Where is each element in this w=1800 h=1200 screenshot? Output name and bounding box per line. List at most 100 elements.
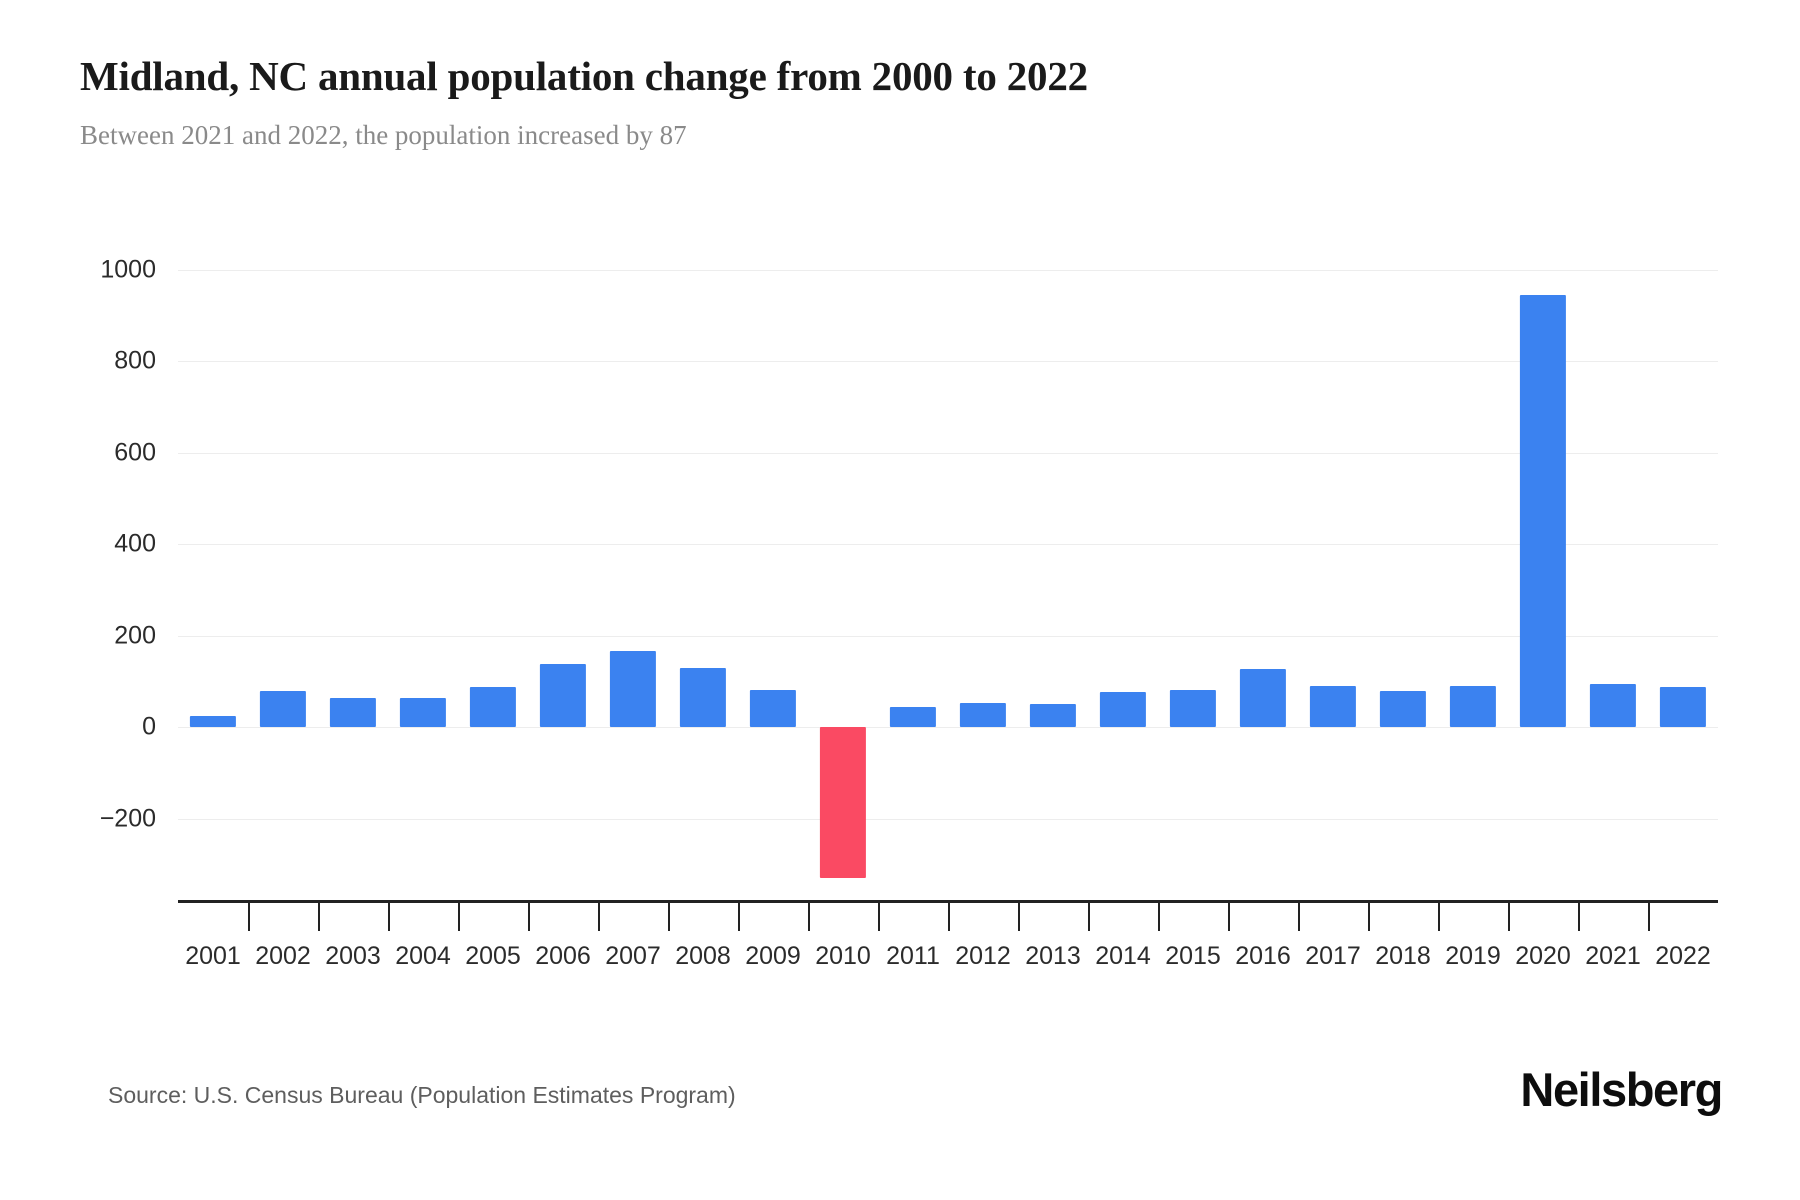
bar-slot xyxy=(598,270,668,910)
x-axis-tick-label: 2005 xyxy=(465,942,521,970)
bar-slot xyxy=(878,270,948,910)
bar[interactable] xyxy=(1379,691,1427,728)
gridline xyxy=(178,635,1718,637)
x-axis-tick xyxy=(668,903,670,931)
bar-slot xyxy=(668,270,738,910)
bar-slot xyxy=(1158,270,1228,910)
bar[interactable] xyxy=(1519,294,1567,728)
gridline xyxy=(178,727,1718,729)
bar[interactable] xyxy=(819,727,867,878)
bar[interactable] xyxy=(539,663,587,728)
x-axis-tick xyxy=(528,903,530,931)
bar[interactable] xyxy=(749,690,797,728)
bar-slot xyxy=(1228,270,1298,910)
x-axis-tick-label: 2018 xyxy=(1375,942,1431,970)
bar[interactable] xyxy=(1309,685,1357,728)
bar-series xyxy=(178,270,1718,910)
gridline xyxy=(178,544,1718,546)
x-axis-tick xyxy=(1368,903,1370,931)
x-axis-tick-label: 2008 xyxy=(675,942,731,970)
x-axis-tick-label: 2002 xyxy=(255,942,311,970)
x-axis-tick xyxy=(458,903,460,931)
x-axis-line xyxy=(178,900,1718,903)
bar[interactable] xyxy=(889,707,937,728)
x-axis-tick xyxy=(318,903,320,931)
bar-slot xyxy=(458,270,528,910)
x-axis-tick-label: 2020 xyxy=(1515,942,1571,970)
x-axis-tick-label: 2022 xyxy=(1655,942,1711,970)
y-axis-tick-label: 600 xyxy=(114,438,156,467)
x-axis-tick xyxy=(1438,903,1440,931)
bar[interactable] xyxy=(1449,685,1497,728)
bar-slot xyxy=(1298,270,1368,910)
x-axis-tick-label: 2006 xyxy=(535,942,591,970)
gridline xyxy=(178,361,1718,363)
bar-slot xyxy=(388,270,458,910)
bar[interactable] xyxy=(329,698,377,728)
bar-slot xyxy=(1368,270,1438,910)
x-axis-tick xyxy=(1578,903,1580,931)
x-axis-tick-label: 2003 xyxy=(325,942,381,970)
bar-slot xyxy=(318,270,388,910)
y-axis-tick-label: 1000 xyxy=(100,255,156,284)
plot-area xyxy=(178,270,1718,910)
bar[interactable] xyxy=(189,715,237,728)
bar-slot xyxy=(1438,270,1508,910)
x-axis-tick-label: 2016 xyxy=(1235,942,1291,970)
bar-slot xyxy=(1508,270,1578,910)
x-axis-tick xyxy=(1088,903,1090,931)
x-axis-tick-label: 2014 xyxy=(1095,942,1151,970)
x-axis-tick xyxy=(1228,903,1230,931)
x-axis-tick xyxy=(878,903,880,931)
x-axis-tick xyxy=(1648,903,1650,931)
bar[interactable] xyxy=(1029,704,1077,728)
bar-slot xyxy=(1648,270,1718,910)
bar[interactable] xyxy=(1099,692,1147,728)
x-axis-tick-label: 2019 xyxy=(1445,942,1501,970)
bar[interactable] xyxy=(259,691,307,728)
x-axis-tick-label: 2015 xyxy=(1165,942,1221,970)
bar-slot xyxy=(248,270,318,910)
y-axis-tick-label: −200 xyxy=(99,804,156,833)
source-note: Source: U.S. Census Bureau (Population E… xyxy=(108,1082,736,1108)
x-axis-tick xyxy=(1158,903,1160,931)
bar[interactable] xyxy=(399,698,447,728)
bar[interactable] xyxy=(1239,669,1287,728)
x-axis-tick-label: 2012 xyxy=(955,942,1011,970)
x-axis-tick-label: 2007 xyxy=(605,942,661,970)
x-axis-tick xyxy=(948,903,950,931)
gridline xyxy=(178,818,1718,820)
bar-slot xyxy=(808,270,878,910)
x-axis-tick xyxy=(598,903,600,931)
x-axis-tick-label: 2017 xyxy=(1305,942,1361,970)
x-axis-tick-label: 2001 xyxy=(185,942,241,970)
page-title: Midland, NC annual population change fro… xyxy=(80,53,1088,99)
bar[interactable] xyxy=(469,686,517,728)
y-axis-tick-label: 200 xyxy=(114,621,156,650)
gridline xyxy=(178,452,1718,454)
bar[interactable] xyxy=(1589,683,1637,728)
x-axis-tick-label: 2009 xyxy=(745,942,801,970)
x-axis-tick xyxy=(248,903,250,931)
x-axis-tick xyxy=(738,903,740,931)
bar[interactable] xyxy=(609,650,657,728)
page-subtitle: Between 2021 and 2022, the population in… xyxy=(80,120,687,150)
y-axis-tick-label: 400 xyxy=(114,529,156,558)
bar[interactable] xyxy=(679,667,727,728)
brand-logo: Neilsberg xyxy=(1520,1063,1723,1116)
bar-slot xyxy=(1088,270,1158,910)
bar-slot xyxy=(1018,270,1088,910)
bar[interactable] xyxy=(1659,687,1707,728)
x-axis-tick-label: 2004 xyxy=(395,942,451,970)
bar[interactable] xyxy=(959,702,1007,728)
x-axis-tick-label: 2013 xyxy=(1025,942,1081,970)
x-axis-tick xyxy=(1508,903,1510,931)
x-axis-tick xyxy=(1018,903,1020,931)
x-axis-tick-label: 2021 xyxy=(1585,942,1641,970)
x-axis-tick-label: 2010 xyxy=(815,942,871,970)
x-axis-tick xyxy=(1298,903,1300,931)
bar[interactable] xyxy=(1169,689,1217,728)
x-axis-tick xyxy=(388,903,390,931)
bar-slot xyxy=(948,270,1018,910)
